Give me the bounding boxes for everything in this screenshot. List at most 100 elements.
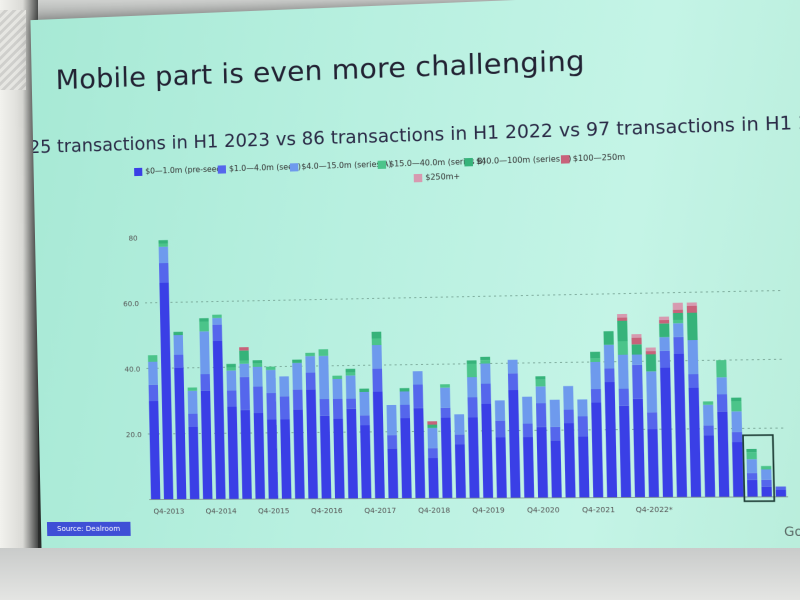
- bar-segment: [188, 387, 197, 390]
- bar-segment: [199, 321, 209, 331]
- bar-segment: [536, 380, 546, 387]
- bar-segment: [159, 263, 169, 283]
- bar-segment: [253, 363, 263, 366]
- bar-segment: [305, 353, 315, 356]
- bar-segment: [346, 409, 358, 499]
- bar-segment: [590, 362, 601, 389]
- bar-segment: [159, 240, 168, 244]
- bar-segment: [201, 391, 213, 500]
- bar-segment: [428, 458, 439, 498]
- room-floor: [0, 548, 800, 600]
- legend-swatch: [378, 160, 387, 168]
- bar-segment: [659, 317, 669, 321]
- bar-segment: [467, 364, 477, 378]
- bar-segment: [148, 355, 157, 362]
- bar-segment: [253, 387, 263, 414]
- bar-segment: [564, 410, 574, 424]
- bar-segment: [617, 317, 627, 321]
- bar-segment: [674, 354, 687, 497]
- bar-segment: [319, 349, 329, 356]
- bar-segment: [604, 345, 615, 369]
- bar-segment: [632, 344, 642, 354]
- bar-segment: [659, 337, 669, 351]
- bar-segment: [239, 360, 249, 363]
- bar-segment: [731, 398, 741, 402]
- bar-segment: [508, 373, 518, 390]
- bar-segment: [292, 363, 302, 390]
- bar-segment: [467, 360, 477, 364]
- bar-segment: [280, 419, 291, 499]
- bar-segment: [647, 429, 659, 497]
- brand-logo-text: Google: [784, 524, 800, 539]
- bar-segment: [550, 427, 560, 441]
- bar-segment: [687, 302, 697, 306]
- bar-segment: [604, 331, 614, 345]
- bar-segment: [400, 391, 410, 404]
- source-badge: Source: Dealroom: [47, 522, 130, 536]
- bar-segment: [716, 360, 727, 377]
- bar-segment: [522, 397, 532, 424]
- bar-segment: [633, 399, 645, 498]
- bar-segment: [267, 420, 278, 500]
- bar-segment: [199, 318, 208, 321]
- bar-segment: [454, 414, 464, 434]
- bar-segment: [441, 418, 452, 499]
- legend-swatch: [290, 163, 298, 171]
- legend-label: $0—1.0m (pre-seed): [145, 164, 224, 175]
- bar-segment: [360, 425, 371, 498]
- bar-segment: [496, 437, 507, 498]
- bar-segment: [359, 392, 369, 415]
- bar-segment: [619, 389, 629, 406]
- bar-segment: [227, 407, 238, 499]
- bar-segment: [591, 403, 603, 498]
- bar-segment: [306, 389, 318, 499]
- bar-segment: [703, 425, 713, 435]
- bar-segment: [239, 364, 249, 377]
- bar-segment: [280, 396, 290, 419]
- bar-segment: [279, 376, 289, 396]
- bar-segment: [400, 405, 410, 418]
- bar-segment: [427, 421, 437, 424]
- legend-swatch: [414, 173, 423, 181]
- x-tick-label: Q4-2016: [311, 507, 343, 515]
- bar-segment: [732, 432, 742, 442]
- bar-segment: [346, 399, 356, 409]
- bar-segment: [776, 490, 786, 497]
- bar-segment: [660, 351, 670, 368]
- bar-segment: [717, 377, 728, 394]
- bar-segment: [332, 376, 342, 379]
- x-tick-label: Q4-2019: [472, 506, 505, 514]
- bar-segment: [387, 448, 398, 498]
- bar-segment: [717, 411, 729, 497]
- gridline: [145, 290, 784, 302]
- bar-segment: [537, 427, 548, 498]
- bar-segment: [480, 363, 490, 383]
- bar-segment: [617, 321, 627, 342]
- bar-segment: [632, 354, 642, 364]
- bar-segment: [523, 424, 533, 438]
- y-tick-label: 40.0: [125, 365, 141, 373]
- bar-segment: [200, 374, 210, 391]
- bar-segment: [508, 390, 520, 498]
- bar-segment: [550, 400, 561, 427]
- bar-segment: [481, 404, 493, 498]
- bar-segment: [689, 388, 702, 497]
- stacked-bar-chart: 8060.040.020.0Q4-2013 Q4-2014 Q4-2015 Q4-20…: [94, 178, 800, 530]
- bar-segment: [159, 247, 169, 264]
- bar-segment: [372, 345, 382, 368]
- bar-segment: [731, 411, 742, 432]
- bar-segment: [480, 360, 490, 364]
- slide-subtitle: 25 transactions in H1 2023 vs 86 transac…: [30, 112, 800, 159]
- bar-segment: [413, 371, 423, 385]
- legend-label: $250m+: [425, 172, 460, 182]
- bar-segment: [673, 337, 683, 354]
- x-tick-label: Q4-2021: [582, 506, 615, 514]
- bar-segment: [536, 386, 546, 403]
- x-tick-label: Q4-2017: [364, 507, 396, 515]
- bar-segment: [646, 371, 657, 412]
- source-text: Source: Dealroom: [57, 525, 120, 533]
- bar-segment: [159, 243, 168, 247]
- bar-segment: [535, 376, 545, 380]
- x-tick-label: Q4-2020: [527, 506, 560, 514]
- legend-item: $40.0—100m (series C): [464, 154, 571, 166]
